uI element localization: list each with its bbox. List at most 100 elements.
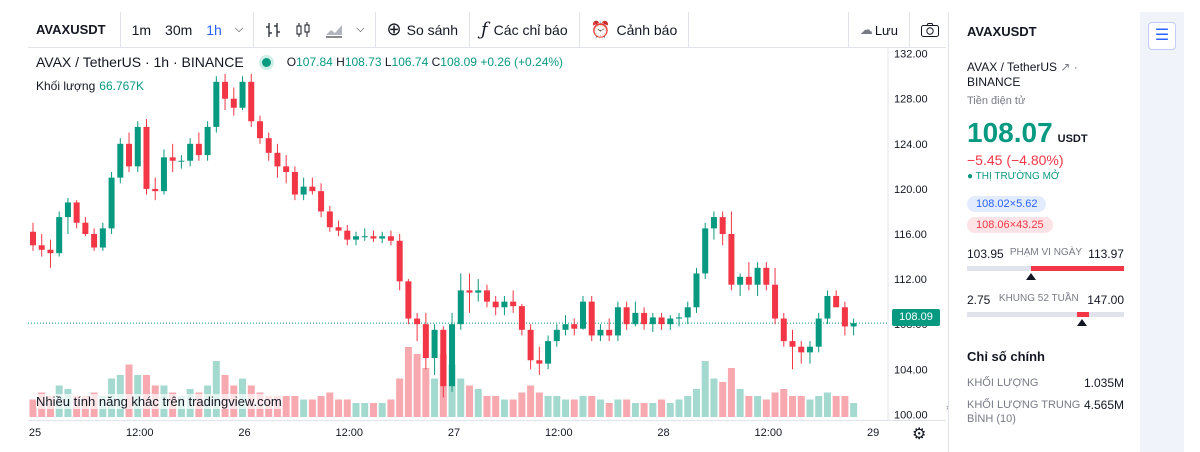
volume-bar xyxy=(352,403,360,417)
stat-row-volume: KHỐI LƯỢNG 1.035M xyxy=(967,376,1124,390)
volume-bar xyxy=(570,399,578,417)
candle-body xyxy=(676,317,683,319)
y-tick-label: 116.00 xyxy=(894,229,927,241)
price-chart[interactable]: 132.00 128.00 124.00 120.00 116.00 112.00 108.… xyxy=(28,48,946,420)
candle-body xyxy=(806,346,813,353)
volume-bar xyxy=(806,399,814,417)
time-axis[interactable]: 25 12:00 26 12:00 27 12:00 28 12:00 29 xyxy=(28,420,946,444)
function-icon: ƒ xyxy=(481,19,488,40)
candle-body xyxy=(824,296,831,319)
y-tick-label: 104.00 xyxy=(894,364,928,376)
chevron-down-icon[interactable]: ⌵ xyxy=(356,23,365,35)
candle-body xyxy=(833,296,840,308)
candle-body xyxy=(64,202,71,218)
volume-bar xyxy=(282,396,290,417)
indicators-label: Các chỉ báo xyxy=(493,21,568,38)
y-tick-label: 124.00 xyxy=(894,139,928,151)
volume-bar xyxy=(483,396,491,417)
interval-30m-button[interactable]: 30m xyxy=(165,21,193,38)
volume-bar xyxy=(605,403,613,417)
interval-1m-button[interactable]: 1m xyxy=(131,21,152,38)
x-tick-label: 12:00 xyxy=(545,427,573,439)
current-price: 108.07 USDT xyxy=(967,117,1088,148)
price-change: −5.45 (−4.80%) xyxy=(967,152,1064,168)
candle-body xyxy=(291,172,298,195)
watchlist-details-icon[interactable]: ☰ xyxy=(1148,22,1176,50)
candle-body xyxy=(492,301,499,308)
alert-button[interactable]: ⏰ Cảnh báo xyxy=(584,12,685,48)
volume-bar xyxy=(466,385,473,417)
volume-bar xyxy=(745,396,753,417)
candle-body xyxy=(143,126,150,189)
toolbar-divider xyxy=(374,11,376,48)
candle-body xyxy=(632,312,639,325)
tradingview-watermark-link[interactable]: Nhiều tính năng khác trên tradingview.co… xyxy=(36,394,282,409)
candle-body xyxy=(475,290,482,293)
indicators-button[interactable]: ƒ Các chỉ báo xyxy=(474,12,575,48)
volume-bar xyxy=(457,378,465,417)
key-stats-title: Chỉ số chính xyxy=(967,349,1045,364)
volume-bar xyxy=(596,399,604,417)
x-tick-label: 12:00 xyxy=(754,427,783,439)
symbol-search-button[interactable]: AVAXUSDT xyxy=(28,11,121,48)
toolbar-right: ☁ Lưu xyxy=(844,12,946,48)
volume-bar xyxy=(719,382,727,417)
candle-body xyxy=(152,188,159,192)
y-tick-label: 132.00 xyxy=(894,49,928,61)
chevron-down-icon[interactable]: ⌵ xyxy=(234,23,244,35)
candle-body xyxy=(222,81,229,99)
candle-body xyxy=(658,317,665,325)
volume-bar xyxy=(535,392,543,417)
candle-body xyxy=(335,227,342,231)
candle-body xyxy=(274,152,281,167)
x-tick-label: 29 xyxy=(866,427,880,439)
volume-bar xyxy=(29,399,37,417)
area-chart-type-icon[interactable] xyxy=(318,12,350,48)
legend-change: +0.26 (+0.24%) xyxy=(480,55,564,69)
year-range-marker xyxy=(1076,319,1087,326)
volume-bar xyxy=(343,399,351,417)
candle-body xyxy=(702,228,709,274)
candle-body xyxy=(579,301,586,329)
candle-body xyxy=(606,329,613,336)
volume-bar xyxy=(815,396,823,417)
candle-body xyxy=(588,301,595,336)
save-button[interactable]: ☁ Lưu xyxy=(853,12,905,48)
gear-icon[interactable]: ⚙ xyxy=(912,426,927,443)
candle-body xyxy=(483,290,490,302)
candle-body xyxy=(710,217,717,229)
candle-body xyxy=(117,143,124,178)
candle-body xyxy=(318,191,325,212)
compare-button[interactable]: ⊕ So sánh xyxy=(380,12,465,48)
symbol-name-link[interactable]: AVAX / TetherUS ↗ · BINANCE xyxy=(967,60,1078,89)
candle-body xyxy=(571,324,578,329)
volume-bar xyxy=(413,354,421,417)
camera-icon[interactable] xyxy=(914,12,946,48)
save-label: Lưu xyxy=(874,22,898,38)
chart-legend: AVAX / TetherUS · 1h · BINANCE O107.84 H… xyxy=(36,54,563,70)
volume-bar xyxy=(326,392,334,417)
candle-body xyxy=(38,245,45,250)
candle-body xyxy=(387,236,394,241)
volume-bar xyxy=(492,396,500,417)
interval-1h-button[interactable]: 1h xyxy=(206,21,222,38)
day-range-bar xyxy=(967,266,1124,280)
day-range-row: 103.95 PHẠM VI NGÀY 113.97 xyxy=(967,247,1124,261)
chevron-right-icon[interactable]: › xyxy=(946,402,949,412)
candle-body xyxy=(326,211,333,228)
candle-chart-type-icon[interactable] xyxy=(288,12,318,48)
candle-body xyxy=(614,307,621,336)
legend-title: AVAX / TetherUS · 1h · BINANCE xyxy=(36,54,244,70)
volume-bar xyxy=(431,378,439,417)
candle-body xyxy=(300,186,307,195)
y-tick-label: 120.00 xyxy=(894,184,928,196)
volume-bar xyxy=(500,399,508,417)
volume-bar xyxy=(562,399,570,417)
candle-body xyxy=(754,267,761,285)
x-tick-label: 25 xyxy=(28,427,42,439)
x-tick-label: 12:00 xyxy=(125,427,154,439)
bar-chart-type-icon[interactable] xyxy=(258,12,288,48)
y-tick-label: 100.00 xyxy=(894,409,928,420)
candle-body xyxy=(56,217,63,254)
candle-body xyxy=(256,121,263,139)
